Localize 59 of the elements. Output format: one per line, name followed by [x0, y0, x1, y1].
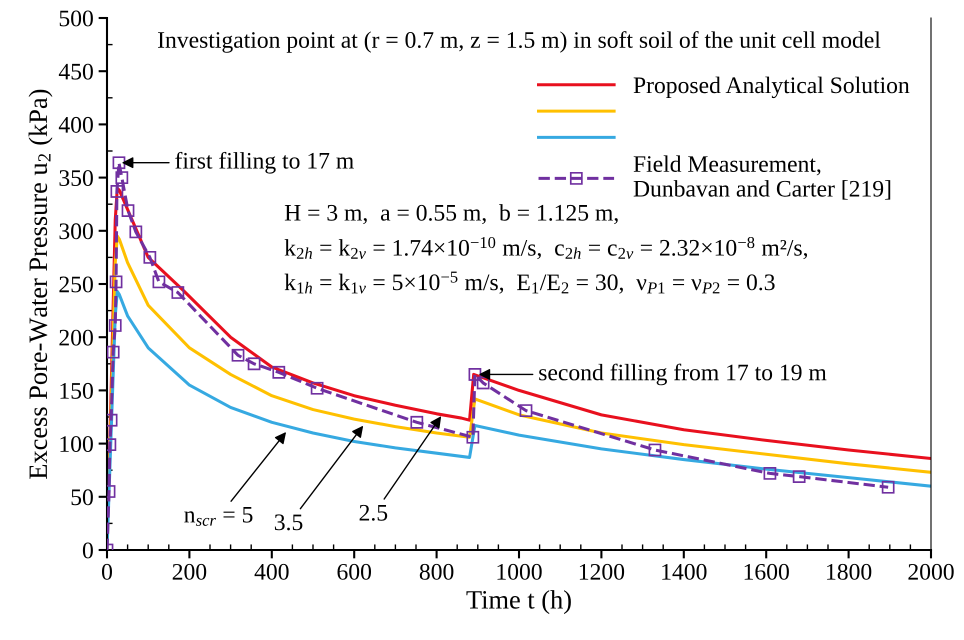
- point: [764, 467, 776, 480]
- x-tick-label: 200: [172, 564, 206, 580]
- point: [108, 319, 122, 332]
- annotation: 2.5: [360, 504, 388, 521]
- x-tick-label: 2000: [908, 564, 954, 580]
- point: [466, 430, 480, 444]
- point: [468, 368, 482, 381]
- point: [476, 376, 490, 390]
- y-tick-label: 0: [82, 542, 93, 558]
- x-tick-label: 1400: [662, 564, 707, 580]
- point: [520, 404, 532, 418]
- y-axis-title: Excess Pore-Water Pressure u$_{2}$ (kPa): [28, 90, 52, 479]
- annotation: first filling to 17 m: [175, 152, 354, 174]
- point: [272, 366, 286, 379]
- point: [110, 185, 124, 198]
- y-tick-label: 50: [72, 489, 93, 506]
- point: [882, 480, 895, 494]
- x-tick-label: 1000: [497, 564, 542, 580]
- point: [171, 286, 184, 299]
- point: [232, 348, 244, 362]
- point: [152, 275, 166, 288]
- annotation: H = 3 m, a = 0.55 m, b = 1.125 m,: [284, 204, 618, 224]
- y-tick-label: 450: [58, 64, 93, 80]
- y-tick-label: 300: [60, 223, 93, 240]
- x-tick-label: 400: [254, 564, 289, 580]
- point: [310, 382, 324, 395]
- point: [115, 171, 128, 184]
- point: [410, 416, 424, 429]
- point: [792, 470, 806, 483]
- point: [248, 357, 260, 370]
- annotation: second filling from 17 to 19 m: [539, 364, 826, 386]
- x-tick-label: 600: [338, 564, 372, 580]
- point: [112, 156, 126, 170]
- x-axis-title: Time t (h): [466, 590, 571, 614]
- point: [143, 251, 156, 264]
- legend-label: Proposed Analytical Solution: [634, 76, 910, 98]
- y-tick-label: 150: [60, 382, 93, 399]
- y-tick-label: 400: [58, 116, 93, 133]
- x-tick-label: 1600: [744, 564, 789, 580]
- text: k$_{2h}$ = k$_{2v}$ = 1.74×10$^{−10}$ m/s, c$_{2h}$ = c$_{2v}$ = 2.32×10$^{−8}$ m²/s,: [284, 236, 808, 260]
- point: [107, 346, 120, 358]
- y-tick-label: 100: [60, 436, 93, 452]
- point: [648, 444, 662, 456]
- text: k$_{1h}$ = k$_{1v}$ = 5×10$^{−5}$ m/s, E$_{1}$/E$_{2}$ = 30, ν$_{P1}$ = ν$_{P2}$ = 0.3: [284, 272, 775, 294]
- x-tick-label: 0: [102, 564, 112, 580]
- y-tick-label: 200: [59, 330, 93, 346]
- annotation: Investigation point at (r = 0.7 m, z = 1.5 m) in soft soil of the unit cell model: [158, 31, 880, 53]
- x-tick-label: 800: [420, 564, 454, 580]
- annotation: n$_{scr}$ = 5: [184, 506, 252, 526]
- x-tick-label: 1800: [827, 564, 872, 580]
- y-tick-label: 350: [60, 170, 93, 186]
- point: [122, 204, 134, 217]
- y-tick-label: 250: [59, 276, 93, 292]
- x-tick-label: 1200: [580, 564, 624, 580]
- y-tick-label: 500: [60, 10, 93, 26]
- annotation: 3.5: [274, 514, 302, 530]
- point: [129, 225, 142, 238]
- point: [110, 275, 122, 288]
- legend-label: Field Measurement, Dunbavan and Carter [219]: [634, 155, 890, 200]
